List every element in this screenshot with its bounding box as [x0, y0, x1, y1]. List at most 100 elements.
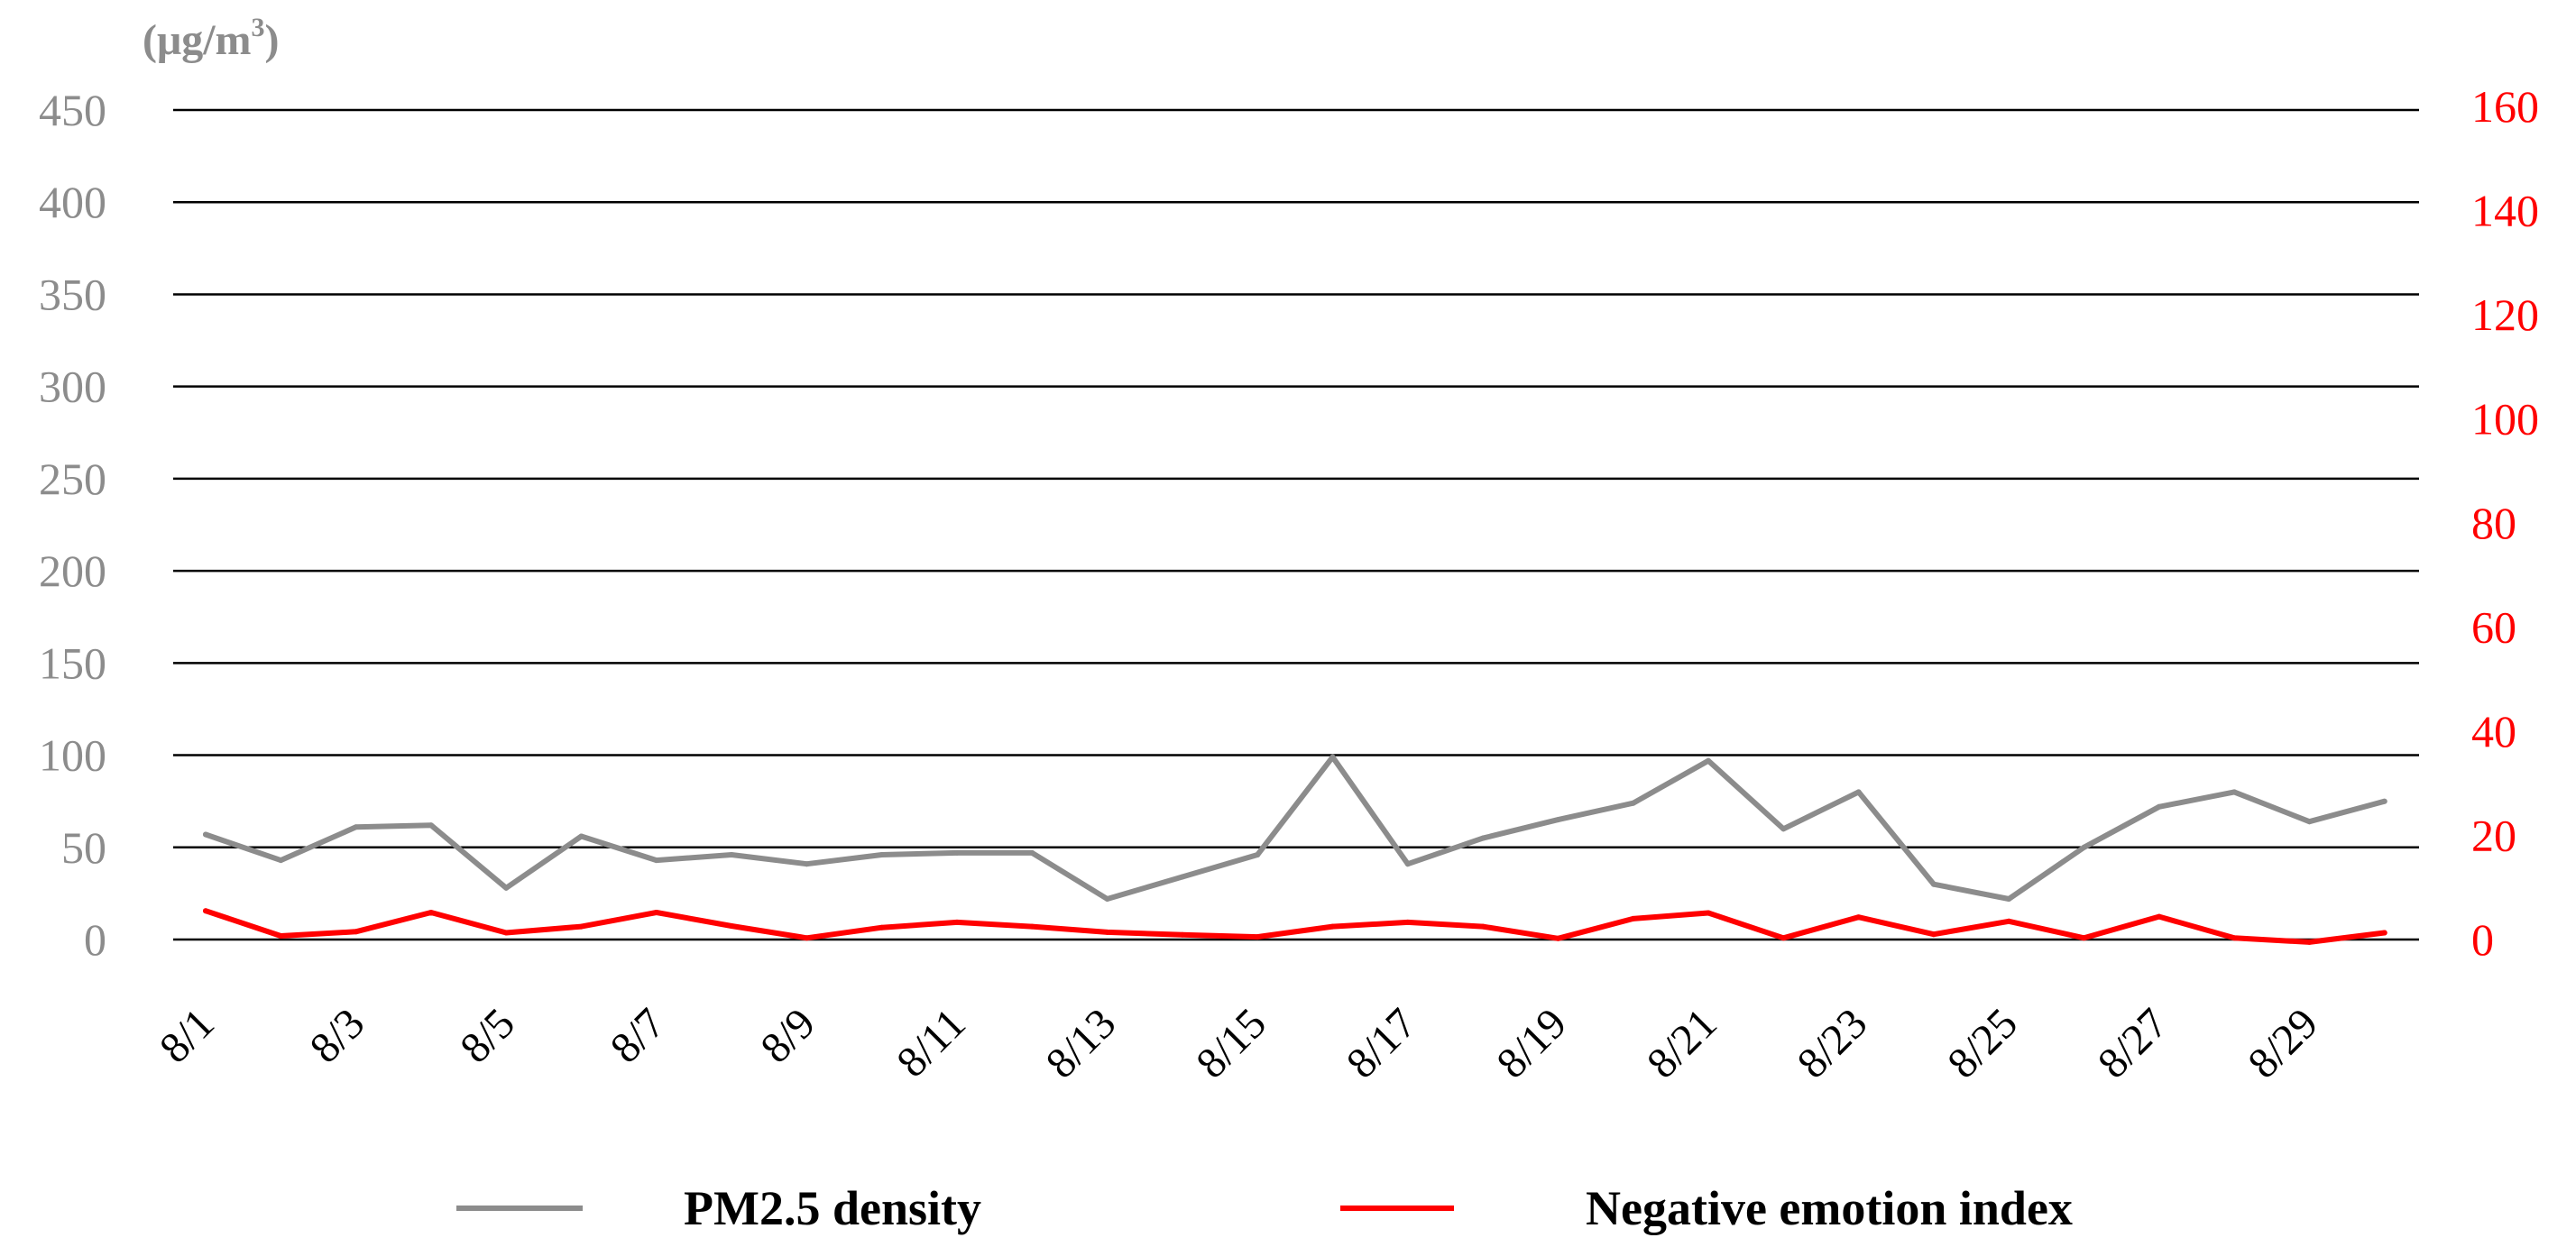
left-tick-label: 100 — [39, 730, 106, 781]
right-tick-label: 100 — [2471, 394, 2539, 445]
right-tick-label: 20 — [2471, 811, 2516, 861]
data-point-negative-emotion — [2081, 935, 2087, 941]
left-tick-label: 150 — [39, 637, 106, 688]
data-point-negative-emotion — [1780, 935, 1787, 941]
right-tick-label: 60 — [2471, 602, 2516, 653]
x-tick-label: 8/17 — [1338, 999, 1426, 1087]
data-point-pm25 — [1329, 754, 1336, 760]
left-tick-label: 350 — [39, 269, 106, 319]
left-tick-label: 50 — [61, 822, 106, 873]
x-tick-label: 8/29 — [2239, 999, 2327, 1087]
legend-label-pm25: PM2.5 density — [684, 1181, 981, 1235]
data-point-pm25 — [653, 857, 659, 864]
series-layer — [203, 754, 2387, 945]
data-point-negative-emotion — [954, 919, 960, 925]
x-tick-label: 8/25 — [1938, 999, 2027, 1087]
right-tick-label: 80 — [2471, 498, 2516, 548]
data-point-pm25 — [1930, 881, 1937, 887]
data-point-negative-emotion — [2231, 935, 2238, 941]
data-point-negative-emotion — [653, 910, 659, 915]
left-tick-label: 450 — [39, 85, 106, 135]
data-point-negative-emotion — [1706, 910, 1711, 916]
left-y-axis: (μg/m3) 0 50 100 150 200 250 300 350 400 450 — [39, 13, 280, 965]
data-point-negative-emotion — [578, 923, 584, 930]
data-point-pm25 — [1104, 896, 1110, 902]
data-point-negative-emotion — [278, 933, 284, 939]
data-point-negative-emotion — [1179, 931, 1185, 938]
x-tick-label: 8/19 — [1487, 999, 1576, 1087]
data-point-negative-emotion — [2306, 939, 2313, 945]
data-point-negative-emotion — [1855, 914, 1862, 921]
x-tick-label: 8/21 — [1638, 999, 1726, 1087]
data-point-pm25 — [1630, 800, 1636, 806]
data-point-pm25 — [203, 831, 208, 838]
left-axis-unit-label: (μg/m3) — [143, 13, 280, 64]
data-point-negative-emotion — [1404, 919, 1411, 925]
data-point-pm25 — [804, 861, 810, 867]
data-point-pm25 — [2081, 844, 2087, 850]
left-tick-label: 0 — [84, 914, 106, 965]
data-point-pm25 — [1855, 789, 1862, 795]
data-point-pm25 — [1255, 852, 1261, 857]
data-point-pm25 — [729, 852, 735, 857]
data-point-negative-emotion — [1930, 931, 1937, 938]
x-tick-label: 8/5 — [451, 999, 524, 1072]
data-point-pm25 — [2381, 798, 2387, 804]
data-point-pm25 — [278, 857, 284, 864]
data-point-pm25 — [879, 852, 885, 857]
data-point-pm25 — [2006, 896, 2012, 902]
data-point-pm25 — [428, 822, 434, 829]
data-point-negative-emotion — [804, 935, 810, 941]
data-point-pm25 — [954, 849, 960, 856]
right-tick-label: 40 — [2471, 706, 2516, 756]
x-tick-label: 8/3 — [301, 999, 374, 1072]
legend: PM2.5 density Negative emotion index — [456, 1181, 2073, 1235]
x-tick-label: 8/13 — [1037, 999, 1126, 1087]
data-point-pm25 — [1706, 757, 1711, 764]
data-point-negative-emotion — [1630, 915, 1636, 921]
data-point-pm25 — [1179, 874, 1185, 880]
data-point-negative-emotion — [2156, 913, 2162, 920]
data-point-negative-emotion — [353, 929, 359, 935]
data-point-negative-emotion — [1255, 934, 1261, 940]
x-tick-label: 8/7 — [602, 999, 675, 1072]
data-point-pm25 — [503, 885, 510, 891]
data-point-negative-emotion — [879, 924, 885, 931]
data-point-pm25 — [1555, 817, 1561, 823]
right-tick-label: 120 — [2471, 289, 2539, 340]
x-tick-label: 8/27 — [2089, 999, 2177, 1087]
right-tick-label: 160 — [2471, 81, 2539, 132]
x-tick-label: 8/1 — [151, 999, 224, 1072]
data-point-pm25 — [2156, 803, 2162, 810]
data-point-negative-emotion — [1029, 923, 1035, 930]
data-point-negative-emotion — [203, 908, 208, 914]
data-point-negative-emotion — [1329, 923, 1336, 930]
series-line-negative-emotion-index — [203, 908, 2387, 945]
data-point-negative-emotion — [503, 930, 510, 936]
data-point-pm25 — [1780, 826, 1787, 832]
legend-label-negative-emotion: Negative emotion index — [1586, 1181, 2073, 1235]
right-tick-label: 140 — [2471, 186, 2539, 236]
x-tick-label: 8/15 — [1187, 999, 1275, 1087]
data-point-pm25 — [2231, 789, 2238, 795]
data-point-pm25 — [2306, 819, 2313, 825]
x-tick-label: 8/23 — [1789, 999, 1877, 1087]
x-axis: 8/1 8/3 8/5 8/7 8/9 8/11 8/13 8/15 8/17 8/19 8/21 8… — [151, 999, 2327, 1087]
left-tick-label: 250 — [39, 454, 106, 504]
data-point-negative-emotion — [1555, 935, 1561, 941]
data-point-negative-emotion — [2381, 930, 2387, 936]
data-point-pm25 — [353, 824, 359, 830]
left-tick-label: 200 — [39, 545, 106, 596]
data-point-pm25 — [1480, 835, 1486, 841]
data-point-pm25 — [1029, 849, 1035, 856]
data-point-pm25 — [1404, 861, 1411, 867]
right-y-axis: 0 20 40 60 80 100 120 140 160 — [2471, 81, 2539, 965]
right-tick-label: 0 — [2471, 914, 2494, 965]
left-tick-label: 300 — [39, 362, 106, 412]
series-line-pm25-density — [203, 754, 2387, 902]
data-point-negative-emotion — [428, 910, 434, 915]
data-point-negative-emotion — [2006, 918, 2012, 924]
data-point-negative-emotion — [729, 923, 735, 929]
gridlines — [173, 108, 2419, 941]
